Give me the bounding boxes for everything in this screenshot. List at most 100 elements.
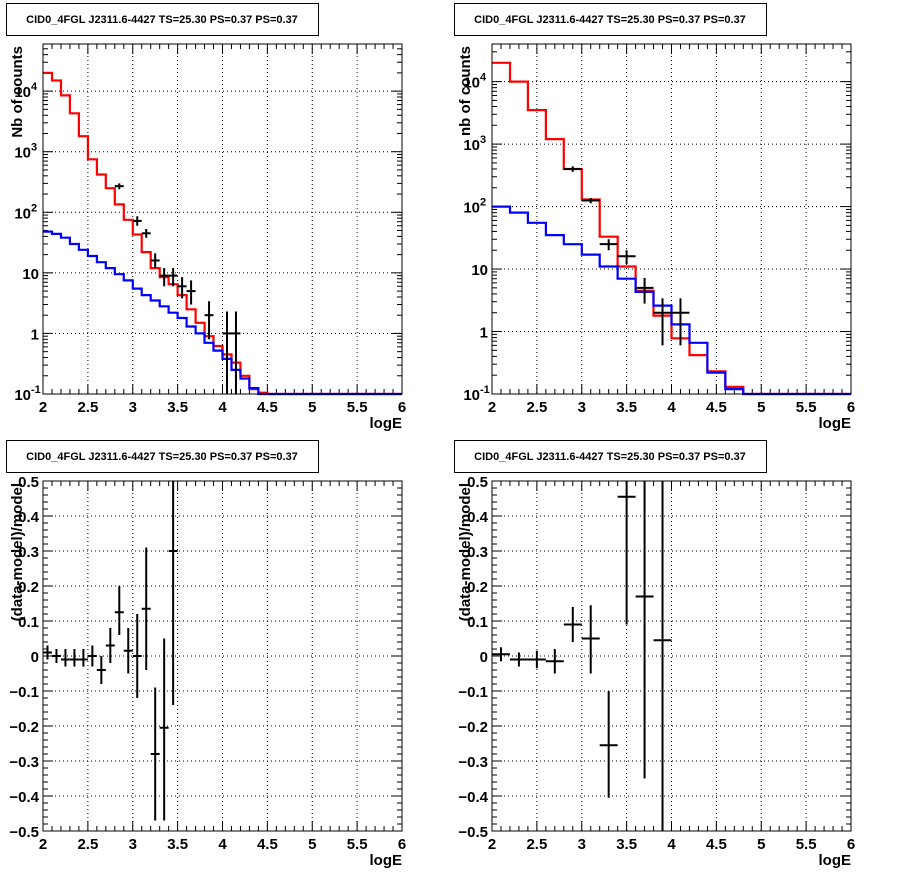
x-tick-label: 2.5 — [526, 399, 547, 416]
y-tick-label: 10 — [471, 262, 488, 279]
data-point — [545, 649, 564, 674]
data-point — [150, 253, 160, 269]
data-point — [492, 647, 510, 662]
y-tick-label: −0.5 — [9, 824, 39, 841]
x-axis-label: logE — [819, 415, 852, 432]
ticks — [491, 480, 852, 832]
y-tick-label: 10 — [463, 387, 480, 404]
grid-lines — [492, 481, 851, 831]
x-axis-label: logE — [370, 852, 403, 869]
y-tick-label: 0 — [31, 649, 39, 666]
data-points — [114, 183, 241, 394]
y-tick-label: 0.2 — [467, 579, 488, 596]
title-box — [6, 3, 319, 36]
y-tick-exponent: -1 — [480, 384, 490, 396]
data-point — [635, 481, 654, 779]
data-point — [141, 547, 151, 670]
x-tick-label: 3 — [578, 399, 586, 416]
x-tick-label: 2.5 — [77, 399, 98, 416]
y-axis-label: Nb of counts — [9, 46, 26, 138]
y-tick-exponent: 2 — [31, 202, 37, 214]
grid-lines — [492, 44, 851, 394]
y-tick-label: 0.3 — [18, 544, 39, 561]
ticks — [42, 480, 403, 832]
data-point — [60, 649, 70, 667]
data-point — [105, 628, 115, 663]
x-tick-label: 5 — [308, 836, 316, 853]
y-axis-label: (data-model)/model — [9, 483, 26, 621]
y-tick-exponent: 4 — [480, 72, 487, 84]
plot-frame — [42, 43, 403, 395]
data-point — [222, 311, 232, 394]
x-tick-label: 3 — [129, 399, 137, 416]
data-points — [43, 481, 178, 821]
x-tick-label: 2.5 — [77, 836, 98, 853]
x-axis-label: logE — [819, 852, 852, 869]
y-tick-label: 0.1 — [467, 614, 488, 631]
data-point — [527, 650, 546, 669]
x-tick-label: 2 — [39, 399, 47, 416]
x-tick-label: 6 — [847, 836, 855, 853]
data-point — [43, 645, 52, 660]
plot-frame — [491, 43, 852, 395]
chart-residuals-left: CID0_4FGL J2311.6-4427 TS=25.30 PS=0.37 … — [6, 440, 406, 869]
data-point — [87, 645, 97, 667]
data-point — [69, 649, 79, 667]
y-tick-label: 10 — [14, 84, 31, 101]
data-point — [132, 614, 142, 698]
chart-title: CID0_4FGL J2311.6-4427 TS=25.30 PS=0.37 … — [26, 14, 298, 26]
x-tick-label: 5.5 — [796, 399, 817, 416]
y-tick-label: 10 — [463, 75, 480, 92]
chart-title: CID0_4FGL J2311.6-4427 TS=25.30 PS=0.37 … — [474, 451, 746, 463]
y-tick-exponent: 3 — [480, 134, 486, 146]
x-tick-label: 5 — [757, 399, 765, 416]
y-tick-label: 10 — [463, 137, 480, 154]
data-point — [159, 268, 169, 287]
data-point — [563, 607, 582, 642]
y-tick-label: 0.5 — [18, 474, 39, 491]
y-tick-label: −0.4 — [9, 789, 39, 806]
y-tick-exponent: -1 — [31, 384, 41, 396]
x-tick-label: 5 — [308, 399, 316, 416]
data-point — [617, 250, 636, 265]
y-axis-label: (data-model)/model — [457, 483, 474, 621]
x-tick-label: 2 — [488, 399, 496, 416]
y-tick-exponent: 2 — [480, 197, 486, 209]
grid-lines — [43, 44, 402, 394]
data-point — [123, 628, 133, 674]
x-tick-label: 4.5 — [257, 836, 278, 853]
data-point — [635, 277, 654, 304]
x-tick-label: 4 — [218, 399, 227, 416]
plot-frame — [491, 480, 852, 832]
y-tick-label: 1 — [480, 325, 488, 342]
y-tick-label: 0.3 — [467, 544, 488, 561]
data-point — [617, 481, 636, 625]
y-tick-label: 10 — [14, 205, 31, 222]
y-axis-label: nb of counts — [457, 46, 474, 136]
x-tick-label: 3.5 — [616, 399, 637, 416]
x-tick-label: 3.5 — [616, 836, 637, 853]
y-tick-label: 10 — [22, 266, 39, 283]
y-tick-label: −0.1 — [458, 684, 488, 701]
y-tick-label: 10 — [14, 145, 31, 162]
title-box — [454, 440, 767, 473]
y-tick-label: −0.5 — [458, 824, 488, 841]
data-point — [114, 586, 124, 635]
data-point — [159, 638, 169, 821]
data-point — [599, 691, 618, 798]
data-point — [599, 239, 618, 251]
y-tick-exponent: 4 — [31, 81, 38, 93]
chart-title: CID0_4FGL J2311.6-4427 TS=25.30 PS=0.37 … — [26, 451, 298, 463]
data-point — [141, 228, 151, 238]
data-point — [150, 687, 160, 821]
y-tick-label: 0.4 — [467, 509, 489, 526]
y-tick-label: −0.2 — [458, 719, 488, 736]
data-point — [509, 652, 528, 667]
data-point — [51, 649, 61, 663]
data-point — [132, 216, 142, 226]
y-tick-label: −0.3 — [458, 754, 488, 771]
data-points — [563, 166, 690, 346]
y-tick-label: 0.4 — [18, 509, 40, 526]
y-tick-label: 10 — [14, 387, 31, 404]
y-tick-label: −0.2 — [9, 719, 39, 736]
